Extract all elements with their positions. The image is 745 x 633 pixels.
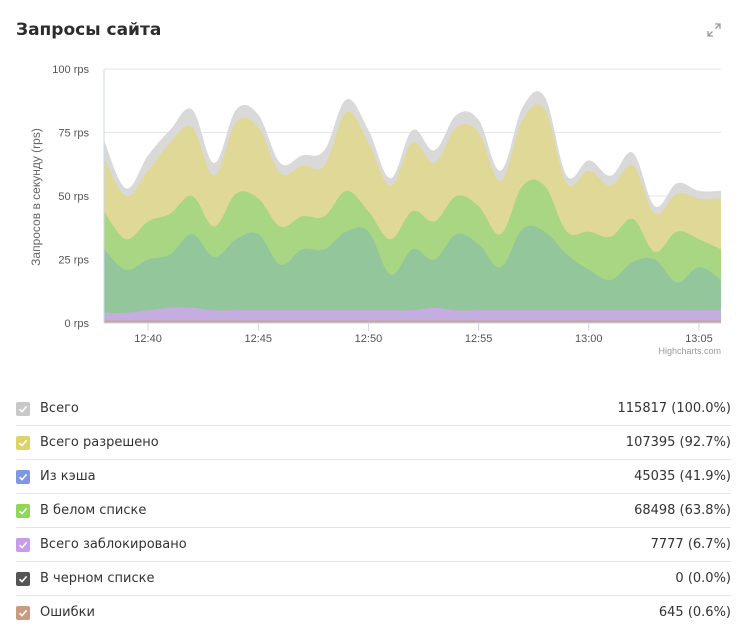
x-tick-label: 13:00 bbox=[575, 333, 603, 345]
chart-credits[interactable]: Highcharts.com bbox=[658, 346, 721, 356]
legend-item[interactable]: Всего разрешено 107395 (92.7%) bbox=[16, 426, 731, 460]
legend-value: 107395 (92.7%) bbox=[625, 435, 731, 450]
y-axis-label: Запросов в секунду (rps) bbox=[29, 128, 43, 266]
legend-value: 7777 (6.7%) bbox=[650, 537, 731, 552]
chart-series bbox=[104, 91, 721, 323]
series-area-3[interactable] bbox=[104, 225, 721, 323]
check-icon bbox=[18, 609, 28, 617]
legend-label: Из кэша bbox=[40, 469, 96, 484]
legend-item[interactable]: Ошибки 645 (0.6%) bbox=[16, 596, 731, 629]
legend-label: Всего bbox=[40, 401, 79, 416]
legend-checkbox[interactable] bbox=[16, 503, 30, 518]
chart-axes: 0 rps 25 rps 50 rps 75 rps 100 rps 12:40 12:45… bbox=[52, 64, 721, 345]
legend-value: 645 (0.6%) bbox=[658, 605, 731, 620]
series-area-5[interactable] bbox=[104, 320, 721, 323]
x-tick-label: 12:55 bbox=[465, 333, 493, 345]
y-tick-label: 0 rps bbox=[65, 318, 90, 330]
x-tick-label: 12:45 bbox=[244, 333, 272, 345]
y-tick-label: 25 rps bbox=[58, 255, 89, 267]
page-title: Запросы сайта bbox=[16, 20, 162, 40]
series-area-4[interactable] bbox=[104, 307, 721, 323]
legend-value: 0 (0.0%) bbox=[675, 571, 731, 586]
y-tick-label: 75 rps bbox=[58, 128, 89, 140]
legend-value: 45035 (41.9%) bbox=[634, 469, 731, 484]
check-icon bbox=[18, 439, 28, 447]
legend-value: 115817 (100.0%) bbox=[617, 401, 731, 416]
legend-item[interactable]: Всего заблокировано 7777 (6.7%) bbox=[16, 528, 731, 562]
legend-item[interactable]: Из кэша 45035 (41.9%) bbox=[16, 460, 731, 494]
y-tick-label: 50 rps bbox=[58, 191, 89, 203]
legend-label: В белом списке bbox=[40, 503, 147, 518]
legend: Всего 115817 (100.0%) Всего разрешено 10739… bbox=[16, 392, 731, 629]
legend-label: Всего заблокировано bbox=[40, 537, 187, 552]
x-tick-label: 12:40 bbox=[134, 333, 162, 345]
legend-value: 68498 (63.8%) bbox=[634, 503, 731, 518]
y-tick-label: 100 rps bbox=[52, 64, 89, 76]
check-icon bbox=[18, 405, 28, 413]
legend-checkbox[interactable] bbox=[16, 571, 30, 586]
legend-checkbox[interactable] bbox=[16, 401, 30, 416]
x-tick-label: 13:05 bbox=[685, 333, 713, 345]
legend-checkbox[interactable] bbox=[16, 537, 30, 552]
legend-item[interactable]: В черном списке 0 (0.0%) bbox=[16, 562, 731, 596]
legend-label: Ошибки bbox=[40, 605, 95, 620]
legend-item[interactable]: В белом списке 68498 (63.8%) bbox=[16, 494, 731, 528]
legend-label: В черном списке bbox=[40, 571, 155, 586]
legend-checkbox[interactable] bbox=[16, 469, 30, 484]
expand-icon[interactable] bbox=[706, 22, 722, 38]
requests-chart: 0 rps 25 rps 50 rps 75 rps 100 rps 12:40 12:45… bbox=[29, 64, 721, 356]
check-icon bbox=[18, 507, 28, 515]
check-icon bbox=[18, 473, 28, 481]
check-icon bbox=[18, 575, 28, 583]
legend-checkbox[interactable] bbox=[16, 605, 30, 620]
legend-label: Всего разрешено bbox=[40, 435, 159, 450]
x-tick-label: 12:50 bbox=[355, 333, 383, 345]
legend-checkbox[interactable] bbox=[16, 435, 30, 450]
check-icon bbox=[18, 541, 28, 549]
legend-item[interactable]: Всего 115817 (100.0%) bbox=[16, 392, 731, 426]
